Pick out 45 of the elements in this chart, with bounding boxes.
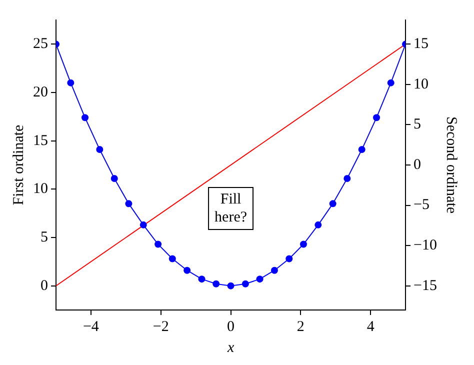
point: [329, 200, 336, 208]
point: [212, 280, 220, 288]
y-tick-label: 20: [33, 84, 48, 100]
point: [256, 276, 264, 283]
point: [110, 175, 118, 182]
y2-tick-label: 15: [414, 36, 429, 52]
y2-tick-label: 0: [414, 156, 422, 173]
point: [198, 276, 206, 283]
annotation: Fill here?: [214, 191, 248, 226]
y2-axis-title: Second ordinate: [443, 116, 460, 214]
point: [270, 266, 278, 274]
point: [125, 200, 132, 208]
y2-tick-label: −10: [414, 237, 438, 254]
point: [314, 221, 322, 228]
point: [300, 240, 307, 248]
point: [82, 114, 89, 122]
point: [154, 240, 162, 248]
y-tick-label: 15: [33, 132, 48, 149]
y-tick-label: 0: [40, 278, 48, 294]
point: [344, 175, 351, 182]
y-tick-label: 10: [33, 181, 48, 198]
x-axis-title: x: [226, 340, 234, 356]
y-tick-label: 25: [33, 36, 48, 52]
point: [286, 255, 293, 262]
y2-tick-label: 5: [414, 116, 422, 133]
point: [242, 280, 249, 288]
y2-tick-label: 10: [414, 76, 429, 92]
point: [96, 146, 104, 154]
point: [373, 114, 380, 122]
x-tick-label: 2: [296, 318, 304, 335]
y-tick-label: 5: [40, 229, 48, 246]
y-axis-title: First ordinate: [10, 124, 27, 206]
x-tick-label: −2: [152, 318, 169, 335]
x-tick-label: −4: [82, 318, 100, 335]
point: [168, 255, 176, 262]
x-tick-label: 0: [227, 318, 235, 335]
x-tick-label: 4: [366, 318, 375, 335]
point: [227, 282, 234, 290]
point: [184, 266, 191, 274]
point: [358, 146, 366, 154]
point: [140, 221, 147, 228]
y2-tick-label: −15: [414, 278, 438, 294]
y2-tick-label: −5: [414, 197, 430, 214]
point: [387, 79, 394, 86]
point: [67, 79, 74, 86]
